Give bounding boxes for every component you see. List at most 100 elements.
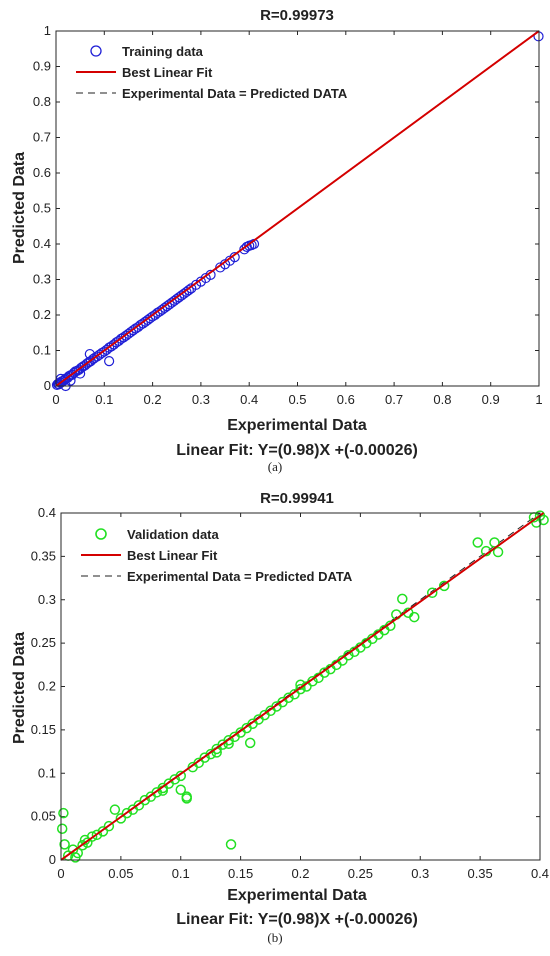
data-point <box>97 826 109 837</box>
data-point <box>438 580 450 592</box>
chart-a-ticks: 0 0.1 0.2 0.3 0.4 0.5 0.6 0.7 0.8 0.9 1 0 0.1 0.2 0.3 0… <box>33 23 543 407</box>
y-tick-label: 0 <box>44 378 51 393</box>
data-point <box>397 593 408 605</box>
chart-b-legend: Validation data Best Linear Fit Experime… <box>81 527 353 584</box>
legend-label-validation: Validation data <box>127 527 220 542</box>
data-point <box>109 804 121 815</box>
data-point <box>84 348 95 360</box>
x-tick-label: 0.8 <box>433 392 451 407</box>
data-point <box>133 800 145 811</box>
chart-a-xlabel: Experimental Data <box>227 417 367 434</box>
legend-marker-circle <box>95 528 107 540</box>
data-point <box>225 839 237 850</box>
legend-label-training: Training data <box>122 44 204 59</box>
x-tick-label: 0.35 <box>467 866 492 881</box>
chart-a: 0 0.1 0.2 0.3 0.4 0.5 0.6 0.7 0.8 0.9 1 0 0.1 0.2 0.3 0… <box>11 7 544 474</box>
data-point <box>492 546 504 558</box>
x-tick-label: 0 <box>52 392 59 407</box>
y-tick-label: 0.05 <box>31 809 56 824</box>
y-tick-label: 0.1 <box>33 343 51 358</box>
chart-b-title: R=0.99941 <box>260 490 334 507</box>
chart-b-caption: (b) <box>267 930 282 945</box>
data-point <box>295 683 306 695</box>
chart-a-points <box>51 31 544 392</box>
data-point <box>58 807 69 819</box>
data-point <box>489 537 500 548</box>
y-tick-label: 0.25 <box>31 635 56 650</box>
x-tick-label: 0.15 <box>228 866 253 881</box>
x-tick-label: 1 <box>535 392 542 407</box>
chart-b-xlabel: Experimental Data <box>227 887 367 904</box>
chart-a-legend: Training data Best Linear Fit Experiment… <box>76 44 348 101</box>
chart-b: 0 0.05 0.1 0.15 0.2 0.25 0.3 0.35 0.4 0 0.05 0.1 0.1… <box>11 490 549 945</box>
data-point <box>205 748 216 760</box>
y-tick-label: 0.4 <box>33 236 51 251</box>
y-tick-label: 0.3 <box>38 592 56 607</box>
x-tick-label: 0.6 <box>337 392 355 407</box>
data-point <box>121 807 133 819</box>
chart-a-fit-label: Linear Fit: Y=(0.98)X +(-0.00026) <box>176 442 418 459</box>
data-point <box>319 667 330 678</box>
y-tick-label: 1 <box>44 23 51 38</box>
data-point <box>183 285 194 296</box>
x-tick-label: 0.4 <box>240 392 258 407</box>
data-point <box>59 839 70 850</box>
data-point <box>244 737 256 749</box>
x-tick-label: 0.05 <box>108 866 133 881</box>
chart-b-ylabel: Predicted Data <box>11 632 28 744</box>
data-point <box>426 587 438 599</box>
x-tick-label: 0.2 <box>144 392 162 407</box>
legend-label-equal: Experimental Data = Predicted DATA <box>122 86 348 101</box>
y-tick-label: 0.2 <box>33 307 51 322</box>
data-point <box>343 650 354 661</box>
best-fit-line <box>60 512 545 861</box>
chart-a-ylabel: Predicted Data <box>11 152 28 264</box>
y-tick-label: 0.3 <box>33 272 51 287</box>
chart-a-axes-box <box>55 30 540 387</box>
x-tick-label: 0.3 <box>192 392 210 407</box>
data-point <box>538 514 549 526</box>
data-point <box>115 813 127 824</box>
x-tick-label: 0.3 <box>411 866 429 881</box>
data-point <box>307 676 318 687</box>
chart-a-title: R=0.99973 <box>260 7 334 24</box>
best-fit-line <box>55 30 540 387</box>
data-point <box>175 770 186 782</box>
y-tick-label: 0 <box>49 852 56 867</box>
data-point <box>91 829 103 841</box>
data-point <box>104 356 115 367</box>
data-point <box>472 537 483 548</box>
data-point <box>56 823 68 835</box>
y-tick-label: 0.2 <box>38 679 56 694</box>
legend-label-fit: Best Linear Fit <box>122 65 213 80</box>
x-tick-label: 0.9 <box>482 392 500 407</box>
y-tick-label: 0.8 <box>33 94 51 109</box>
y-tick-label: 0.6 <box>33 165 51 180</box>
chart-b-ticks: 0 0.05 0.1 0.15 0.2 0.25 0.3 0.35 0.4 0 0.05 0.1 0.1… <box>31 505 549 881</box>
x-tick-label: 0.5 <box>288 392 306 407</box>
data-point <box>70 852 81 863</box>
legend-marker-circle <box>90 45 102 57</box>
y-tick-label: 0.4 <box>38 505 56 520</box>
data-point <box>223 735 234 746</box>
x-tick-label: 0.7 <box>385 392 403 407</box>
y-tick-label: 0.1 <box>38 765 56 780</box>
y-tick-label: 0.9 <box>33 59 51 74</box>
data-point <box>103 820 115 832</box>
x-tick-label: 0.1 <box>172 866 190 881</box>
data-point <box>193 757 204 769</box>
x-tick-label: 0 <box>57 866 64 881</box>
chart-b-axes-box <box>60 512 541 861</box>
x-tick-label: 0.2 <box>291 866 309 881</box>
x-tick-label: 0.4 <box>531 866 549 881</box>
x-tick-label: 0.25 <box>348 866 373 881</box>
y-tick-label: 0.35 <box>31 548 56 563</box>
legend-label-equal: Experimental Data = Predicted DATA <box>127 569 353 584</box>
chart-b-fit-label: Linear Fit: Y=(0.98)X +(-0.00026) <box>176 911 418 928</box>
y-tick-label: 0.15 <box>31 722 56 737</box>
y-tick-label: 0.5 <box>33 201 51 216</box>
x-tick-label: 0.1 <box>95 392 113 407</box>
data-point <box>283 692 294 704</box>
data-point <box>409 611 420 623</box>
